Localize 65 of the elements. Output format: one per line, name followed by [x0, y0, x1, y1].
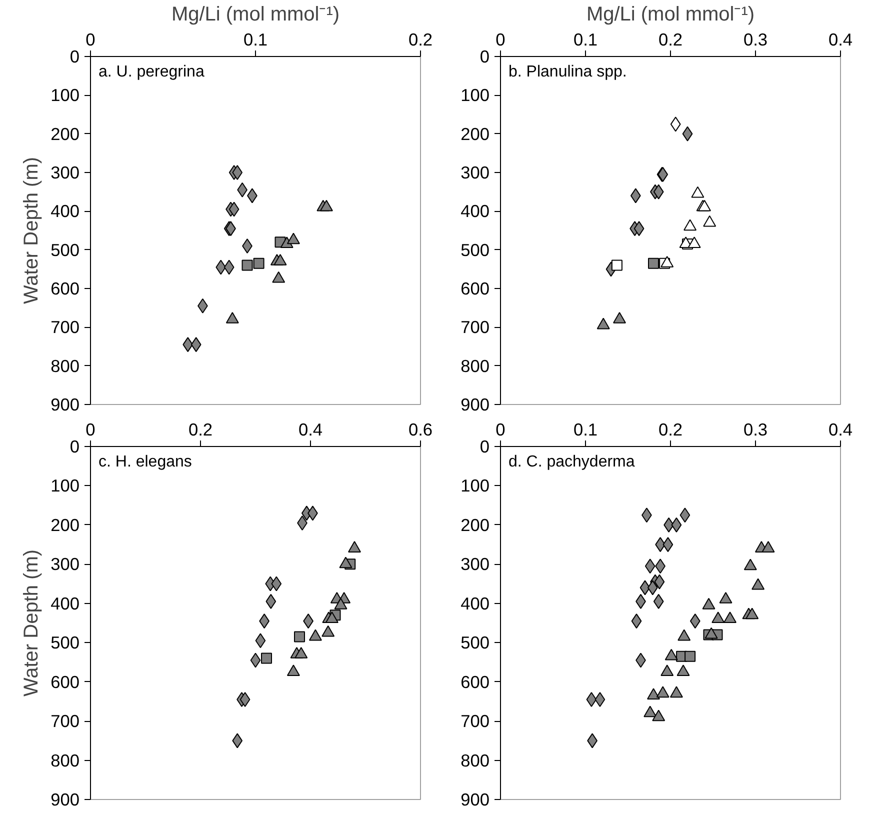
y-tick-label: 500	[50, 240, 80, 260]
y-axis-title: Water Depth (m)	[20, 549, 43, 697]
y-tick-label: 500	[460, 632, 490, 653]
y-tick-label: 600	[50, 672, 80, 692]
y-tick-label: 0	[480, 436, 490, 456]
y-tick-label: 800	[50, 356, 80, 376]
y-tick-label: 900	[460, 394, 490, 414]
y-tick-label: 400	[460, 201, 490, 222]
y-tick-label: 0	[70, 46, 80, 66]
x-tick-label: 0.2	[188, 420, 213, 440]
x-tick-label: 0.3	[743, 30, 768, 50]
y-tick-label: 200	[50, 124, 80, 144]
x-tick-label: 0.4	[298, 420, 323, 440]
chart-title: a. U. peregrina	[98, 64, 204, 80]
x-tick-label: 0.3	[743, 420, 768, 440]
x-tick-label: 0.1	[243, 30, 268, 50]
y-tick-label: 100	[460, 476, 490, 496]
y-axis-title: Water Depth (m)	[20, 156, 43, 304]
x-axis-title: Mg/Li (mol mmol⁻¹)	[586, 4, 755, 26]
y-tick-label: 200	[460, 514, 490, 535]
x-tick-label: 0.2	[658, 420, 683, 440]
y-tick-label: 500	[50, 632, 80, 653]
y-tick-label: 100	[460, 85, 490, 106]
y-tick-label: 0	[480, 46, 490, 66]
y-tick-label: 800	[460, 750, 490, 770]
y-tick-label: 800	[460, 356, 490, 376]
x-tick-label: 0	[496, 420, 506, 440]
y-tick-label: 300	[50, 162, 80, 182]
x-tick-label: 0.1	[573, 30, 598, 50]
x-tick-label: 0.4	[828, 420, 853, 440]
x-tick-label: 0	[496, 30, 506, 50]
y-tick-label: 600	[460, 672, 490, 692]
y-tick-label: 300	[50, 554, 80, 574]
x-tick-label: 0	[86, 420, 96, 440]
y-tick-label: 500	[460, 240, 490, 260]
y-tick-label: 200	[460, 124, 490, 144]
y-tick-label: 600	[50, 278, 80, 298]
x-tick-label: 0.2	[658, 30, 683, 50]
x-tick-label: 0.4	[828, 30, 853, 50]
x-tick-label: 0.2	[408, 30, 433, 50]
chart-title: c. H. elegans	[98, 454, 192, 470]
y-tick-label: 300	[460, 162, 490, 182]
y-tick-label: 700	[460, 711, 490, 732]
x-axis-title: Mg/Li (mol mmol⁻¹)	[171, 4, 340, 26]
chart-title: b. Planulina spp.	[508, 64, 627, 80]
y-tick-label: 100	[50, 85, 80, 106]
y-tick-label: 400	[460, 593, 490, 614]
x-tick-label: 0	[86, 30, 96, 50]
y-tick-label: 700	[50, 711, 80, 732]
y-tick-label: 900	[460, 790, 490, 810]
y-tick-label: 900	[50, 394, 80, 414]
y-tick-label: 100	[50, 476, 80, 496]
chart-title: d. C. pachyderma	[508, 454, 635, 470]
y-tick-label: 700	[50, 317, 80, 338]
y-tick-label: 400	[50, 201, 80, 222]
y-tick-label: 600	[460, 278, 490, 298]
y-tick-label: 700	[460, 317, 490, 338]
x-tick-label: 0.1	[573, 420, 598, 440]
y-tick-label: 800	[50, 750, 80, 770]
x-tick-label: 0.6	[408, 420, 433, 440]
y-tick-label: 400	[50, 593, 80, 614]
y-tick-label: 200	[50, 514, 80, 535]
y-tick-label: 900	[50, 790, 80, 810]
y-tick-label: 0	[70, 436, 80, 456]
y-tick-label: 300	[460, 554, 490, 574]
